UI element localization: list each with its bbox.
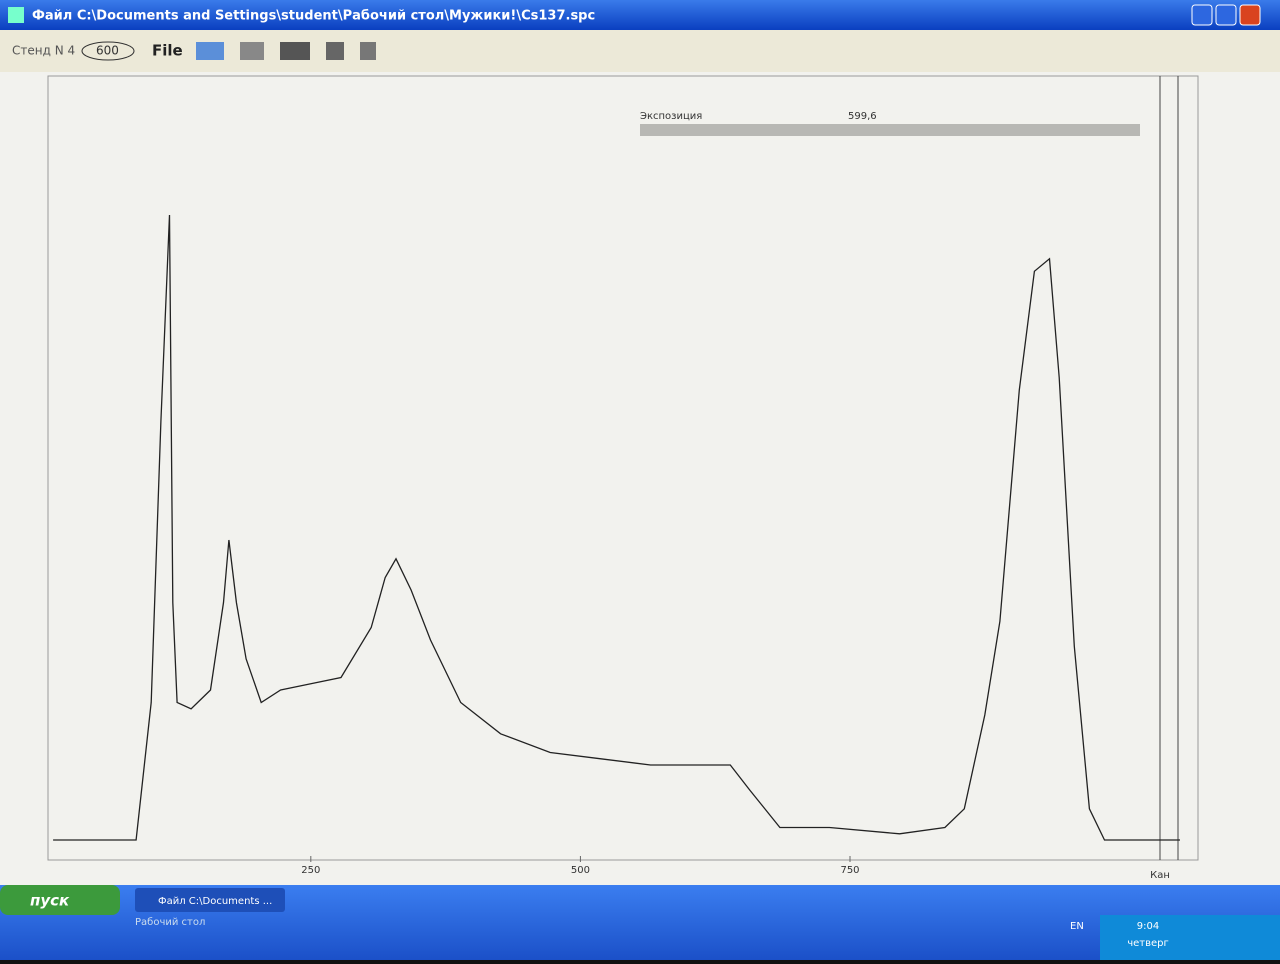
exposure-bar	[640, 124, 1140, 136]
tool-button[interactable]	[326, 42, 344, 60]
exposure-label: Экспозиция	[640, 111, 702, 122]
minimize-button[interactable]	[1191, 4, 1213, 26]
time-field[interactable]	[81, 41, 135, 61]
desktop-label: Рабочий стол	[135, 917, 205, 928]
x-tick-label: 500	[571, 865, 590, 876]
tool-button[interactable]	[280, 42, 310, 60]
help-button[interactable]	[360, 42, 376, 60]
time-value: 600	[96, 44, 119, 58]
app-icon	[8, 7, 24, 23]
toolbar	[0, 30, 1280, 72]
task-button[interactable]	[135, 888, 285, 912]
x-axis-label: Кан	[1150, 870, 1170, 881]
tray	[1100, 915, 1280, 960]
tool-button[interactable]	[196, 42, 224, 60]
stand-label: Стенд N 4	[12, 44, 75, 58]
spectrum-line	[53, 214, 1180, 841]
language[interactable]: EN	[1070, 921, 1084, 932]
file-button[interactable]: File	[152, 42, 183, 60]
plot-area	[0, 72, 1280, 885]
task-label: Файл C:\Documents ...	[158, 896, 272, 907]
title-bar	[0, 0, 1280, 30]
x-tick-label: 750	[840, 865, 859, 876]
start-label: пуск	[30, 892, 70, 910]
window-title: Файл C:\Documents and Settings\student\Р…	[32, 9, 595, 24]
tool-button[interactable]	[240, 42, 264, 60]
day: четверг	[1127, 938, 1169, 949]
clock: 9:04	[1137, 921, 1159, 932]
plot-frame	[47, 75, 1199, 861]
start-button[interactable]	[0, 885, 120, 915]
maximize-button[interactable]	[1215, 4, 1237, 26]
exposure-value: 599,6	[848, 111, 877, 122]
close-button[interactable]	[1239, 4, 1261, 26]
x-tick-label: 250	[301, 865, 320, 876]
